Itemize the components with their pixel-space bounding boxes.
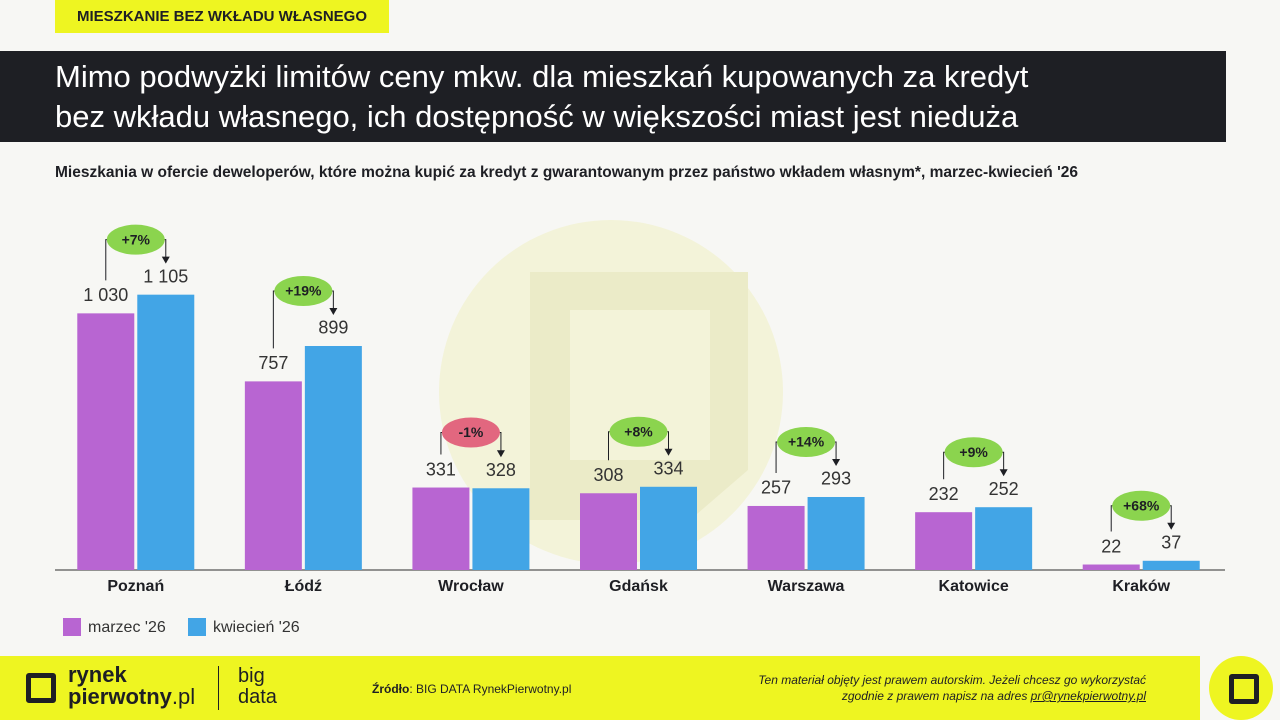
logo-icon <box>26 673 56 703</box>
bar <box>412 487 470 570</box>
change-badge <box>274 275 333 306</box>
bar <box>580 493 637 570</box>
value-label: 308 <box>593 465 623 485</box>
value-label: 1 105 <box>143 266 188 286</box>
value-label: 331 <box>426 459 456 479</box>
value-label: 37 <box>1161 533 1181 553</box>
bar <box>975 507 1033 570</box>
disclaimer-line: zgodnie z prawem napisz na adres <box>841 689 1031 703</box>
bar <box>1142 560 1200 570</box>
source-label: Źródło <box>372 682 410 696</box>
tag: MIESZKANIE BEZ WKŁADU WŁASNEGO <box>55 0 389 33</box>
bar <box>640 486 697 570</box>
x-tick-label: Warszawa <box>768 578 845 595</box>
change-label: +68% <box>1123 497 1160 513</box>
logo-text: rynek <box>68 662 127 687</box>
disclaimer: Ten materiał objęty jest prawem autorski… <box>758 672 1146 704</box>
legend-label: marzec '26 <box>88 619 166 636</box>
change-label: +9% <box>959 444 988 460</box>
change-badge <box>106 224 165 255</box>
x-tick-label: Katowice <box>939 578 1009 595</box>
arrow-head <box>161 256 170 264</box>
x-tick-label: Gdańsk <box>609 578 668 595</box>
value-label: 22 <box>1101 536 1121 556</box>
logo-text: pierwotny <box>68 684 172 709</box>
bar <box>747 505 805 570</box>
value-label: 232 <box>929 484 959 504</box>
value-label: 899 <box>318 318 348 338</box>
bar <box>137 294 195 570</box>
email[interactable]: pr@rynekpierwotny.pl <box>1030 689 1146 703</box>
footer: rynek pierwotny.pl big data Źródło: BIG DA… <box>0 656 1200 720</box>
subtitle: Mieszkania w ofercie deweloperów, które … <box>55 164 1079 181</box>
logo: rynek pierwotny.pl <box>68 664 195 708</box>
source-text: : BIG DATA RynekPierwotny.pl <box>409 682 572 696</box>
legend-swatch <box>63 618 81 636</box>
bar <box>304 345 362 570</box>
arrow-head <box>999 469 1008 477</box>
arrow-head <box>1167 522 1176 530</box>
change-badge <box>609 416 668 447</box>
value-label: 757 <box>258 353 288 373</box>
x-tick-label: Poznań <box>107 578 164 595</box>
change-label: +7% <box>122 231 151 247</box>
title-line: Mimo podwyżki limitów ceny mkw. dla mies… <box>55 59 1029 94</box>
change-label: -1% <box>458 424 483 440</box>
legend-label: kwiecień '26 <box>213 619 300 636</box>
legend-swatch <box>188 618 206 636</box>
value-label: 293 <box>821 469 851 489</box>
separator <box>218 666 219 710</box>
x-tick-label: Kraków <box>1112 578 1170 595</box>
value-label: 328 <box>486 460 516 480</box>
arrow-head <box>329 307 338 315</box>
change-badge <box>777 426 836 457</box>
bar <box>1082 564 1140 570</box>
change-label: +14% <box>788 434 825 450</box>
bar <box>915 512 973 570</box>
bar <box>472 488 530 570</box>
change-label: +8% <box>624 423 653 439</box>
bar <box>244 381 302 570</box>
logo-text: .pl <box>171 684 196 709</box>
corner-logo <box>1209 656 1273 720</box>
arrow-head <box>832 458 841 466</box>
change-badge <box>441 417 500 448</box>
value-label: 257 <box>761 478 791 498</box>
big-data-logo: big data <box>238 666 277 708</box>
value-label: 1 030 <box>83 285 128 305</box>
change-badge <box>944 437 1003 468</box>
value-label: 252 <box>989 479 1019 499</box>
logo-text: data <box>238 686 277 708</box>
change-badge <box>1112 490 1171 521</box>
title: Mimo podwyżki limitów ceny mkw. dla mies… <box>0 51 1226 142</box>
bar <box>77 313 135 570</box>
source: Źródło: BIG DATA RynekPierwotny.pl <box>372 682 571 696</box>
x-tick-label: Wrocław <box>438 578 504 595</box>
arrow-head <box>664 448 673 456</box>
disclaimer-line: Ten materiał objęty jest prawem autorski… <box>758 673 1146 687</box>
x-tick-label: Łódź <box>285 578 322 595</box>
arrow-head <box>496 450 505 458</box>
logo-text: big <box>238 665 265 687</box>
change-label: +19% <box>285 283 322 299</box>
bar <box>807 496 865 570</box>
logo-icon <box>1229 674 1259 704</box>
value-label: 334 <box>653 459 683 479</box>
title-line: bez wkładu własnego, ich dostępność w wi… <box>55 99 1019 134</box>
